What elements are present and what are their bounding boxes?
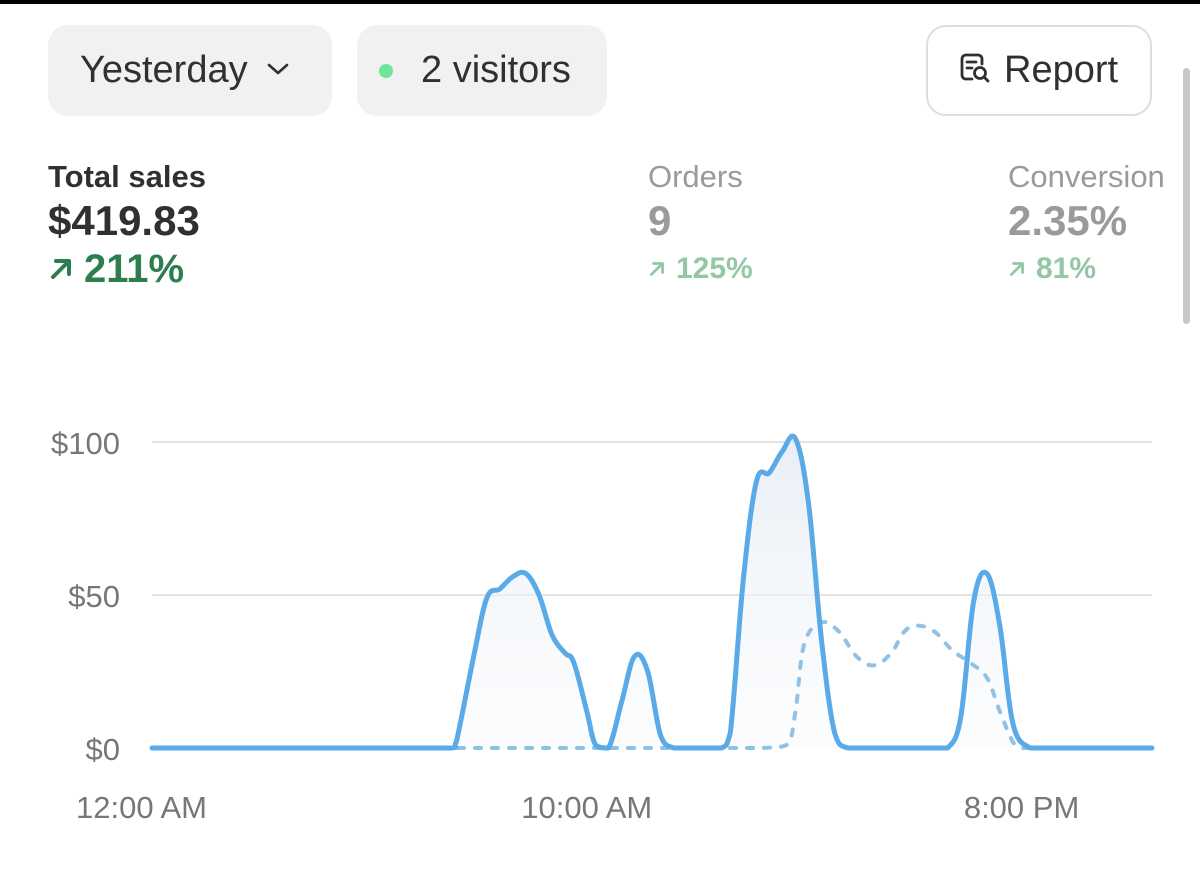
x-tick-label: 10:00 AM xyxy=(521,790,652,825)
x-tick-label: 12:00 AM xyxy=(76,790,207,825)
x-tick-label: 8:00 PM xyxy=(964,790,1079,825)
y-tick-label: $50 xyxy=(68,579,120,614)
report-search-icon xyxy=(958,51,992,90)
arrow-up-right-icon xyxy=(1010,262,1024,276)
metric-value: 2.35% xyxy=(1008,197,1128,244)
metric-value: $419.83 xyxy=(48,197,200,244)
date-range-label: Yesterday xyxy=(80,49,248,91)
y-tick-label: $100 xyxy=(51,426,120,461)
visitors-count: 2 visitors xyxy=(421,49,571,91)
series-line-comparison xyxy=(150,620,1154,751)
arrow-up-right-icon xyxy=(650,262,664,276)
live-visitors-badge[interactable]: 2 visitors xyxy=(357,25,607,116)
metric-change: 125% xyxy=(648,246,753,292)
metric-change: 211% xyxy=(48,246,206,292)
metric-label: Orders xyxy=(648,159,743,194)
metric-change-value: 211% xyxy=(84,247,185,291)
metric-change: 81% xyxy=(1008,246,1200,292)
metric-orders[interactable]: Orders 9 125% xyxy=(648,158,753,292)
arrow-up-right-icon xyxy=(51,259,71,279)
live-dot-icon xyxy=(379,63,393,78)
scrollbar-thumb[interactable] xyxy=(1183,68,1190,324)
metric-label: Total sales xyxy=(48,159,206,194)
sales-chart[interactable]: $0 $50 $100 12:00 AM 10:00 AM 8:00 PM xyxy=(0,380,1200,850)
series-line-current xyxy=(149,433,1155,751)
metric-total-sales[interactable]: Total sales $419.83 211% xyxy=(48,158,206,292)
chevron-down-icon xyxy=(266,61,290,82)
metric-conversion[interactable]: Conversion 2.35% 81% xyxy=(1008,158,1200,292)
report-button[interactable]: Report xyxy=(926,25,1152,116)
metric-change-value: 81% xyxy=(1036,252,1097,285)
y-tick-label: $0 xyxy=(86,732,120,767)
metric-change-value: 125% xyxy=(676,252,753,285)
metric-label: Conversion xyxy=(1008,159,1165,194)
date-range-dropdown[interactable]: Yesterday xyxy=(48,25,332,116)
metric-value: 9 xyxy=(648,197,672,244)
report-label: Report xyxy=(1004,49,1119,91)
top-edge xyxy=(0,0,1200,4)
